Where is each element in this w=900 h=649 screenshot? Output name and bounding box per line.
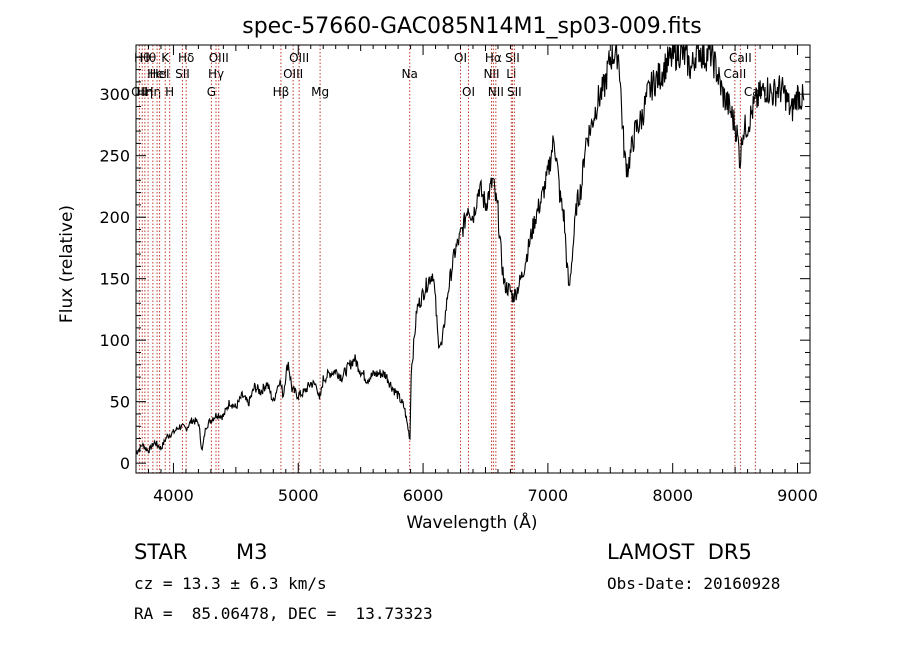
object-subclass: M3 bbox=[236, 540, 268, 564]
spectral-line-label: OIII bbox=[289, 51, 309, 65]
spectral-line-label: NII bbox=[488, 85, 504, 99]
spectral-line-label: K bbox=[161, 51, 170, 65]
spectral-line-label: Na bbox=[402, 67, 418, 81]
spectral-line-label: NII bbox=[483, 67, 499, 81]
x-tick-label: 9000 bbox=[777, 486, 818, 505]
y-tick-label: 250 bbox=[99, 147, 130, 166]
object-class: STAR bbox=[134, 540, 188, 564]
x-tick-label: 7000 bbox=[528, 486, 569, 505]
spectral-line-label: Li bbox=[506, 67, 516, 81]
spectral-line-label: OI bbox=[454, 51, 467, 65]
spectrum-series bbox=[135, 44, 805, 456]
y-tick-label: 0 bbox=[120, 454, 130, 473]
spectral-line-markers: OIIHθHηHθHηHeIHeIKHSIIHδGHγOIIIHβOIIIOII… bbox=[131, 45, 767, 473]
spectral-line-label: Hδ bbox=[178, 51, 194, 65]
y-tick-label: 300 bbox=[99, 85, 130, 104]
x-axis-label: Wavelength (Å) bbox=[406, 511, 537, 533]
y-tick-label: 150 bbox=[99, 270, 130, 289]
spectral-line-label: Hθ bbox=[134, 51, 150, 65]
y-tick-label: 200 bbox=[99, 208, 130, 227]
spectral-line-label: HeI bbox=[150, 67, 170, 81]
survey-name: LAMOST DR5 bbox=[607, 540, 752, 564]
spectral-line-label: HeI bbox=[147, 67, 167, 81]
spectral-line-label: Hβ bbox=[273, 85, 290, 99]
spectral-line-label: SII bbox=[505, 51, 520, 65]
y-tick-label: 50 bbox=[110, 393, 130, 412]
spectral-line-label: SII bbox=[175, 67, 190, 81]
spectral-line-label: OI bbox=[462, 85, 475, 99]
y-axis-label: Flux (relative) bbox=[57, 205, 77, 323]
spectral-line-label: SII bbox=[507, 85, 522, 99]
spectral-line-label: Hθ bbox=[140, 51, 156, 65]
spectral-line-label: Hη bbox=[145, 85, 162, 99]
redshift-velocity: cz = 13.3 ± 6.3 km/s bbox=[134, 574, 327, 593]
observation-date: Obs-Date: 20160928 bbox=[607, 574, 781, 593]
x-tick-label: 5000 bbox=[278, 486, 319, 505]
spectral-line-label: Mg bbox=[311, 85, 329, 99]
spectral-line-label: Hα bbox=[485, 51, 502, 65]
x-tick-label: 8000 bbox=[652, 486, 693, 505]
chart-title: spec-57660-GAC085N14M1_sp03-009.fits bbox=[242, 14, 702, 39]
coordinates: RA = 85.06478, DEC = 13.73323 bbox=[134, 604, 433, 623]
x-tick-label: 4000 bbox=[153, 486, 194, 505]
spectrum-line bbox=[135, 44, 805, 456]
spectral-line-label: Hγ bbox=[208, 67, 224, 81]
spectral-line-label: CaII bbox=[723, 67, 746, 81]
spectral-line-label: OIII bbox=[209, 51, 229, 65]
spectral-line-label: Hη bbox=[137, 85, 154, 99]
axes: 4000 5000 6000 7000 8000 9000 0 50 100 150 200 250 3… bbox=[99, 44, 818, 505]
y-tick-label: 100 bbox=[99, 331, 130, 350]
spectral-line-label: H bbox=[165, 85, 174, 99]
spectral-line-label: CaII bbox=[729, 51, 752, 65]
spectral-line-label: OIII bbox=[283, 67, 303, 81]
spectral-line-label: OII bbox=[131, 85, 148, 99]
x-tick-label: 6000 bbox=[403, 486, 444, 505]
spectral-line-label: G bbox=[207, 85, 216, 99]
